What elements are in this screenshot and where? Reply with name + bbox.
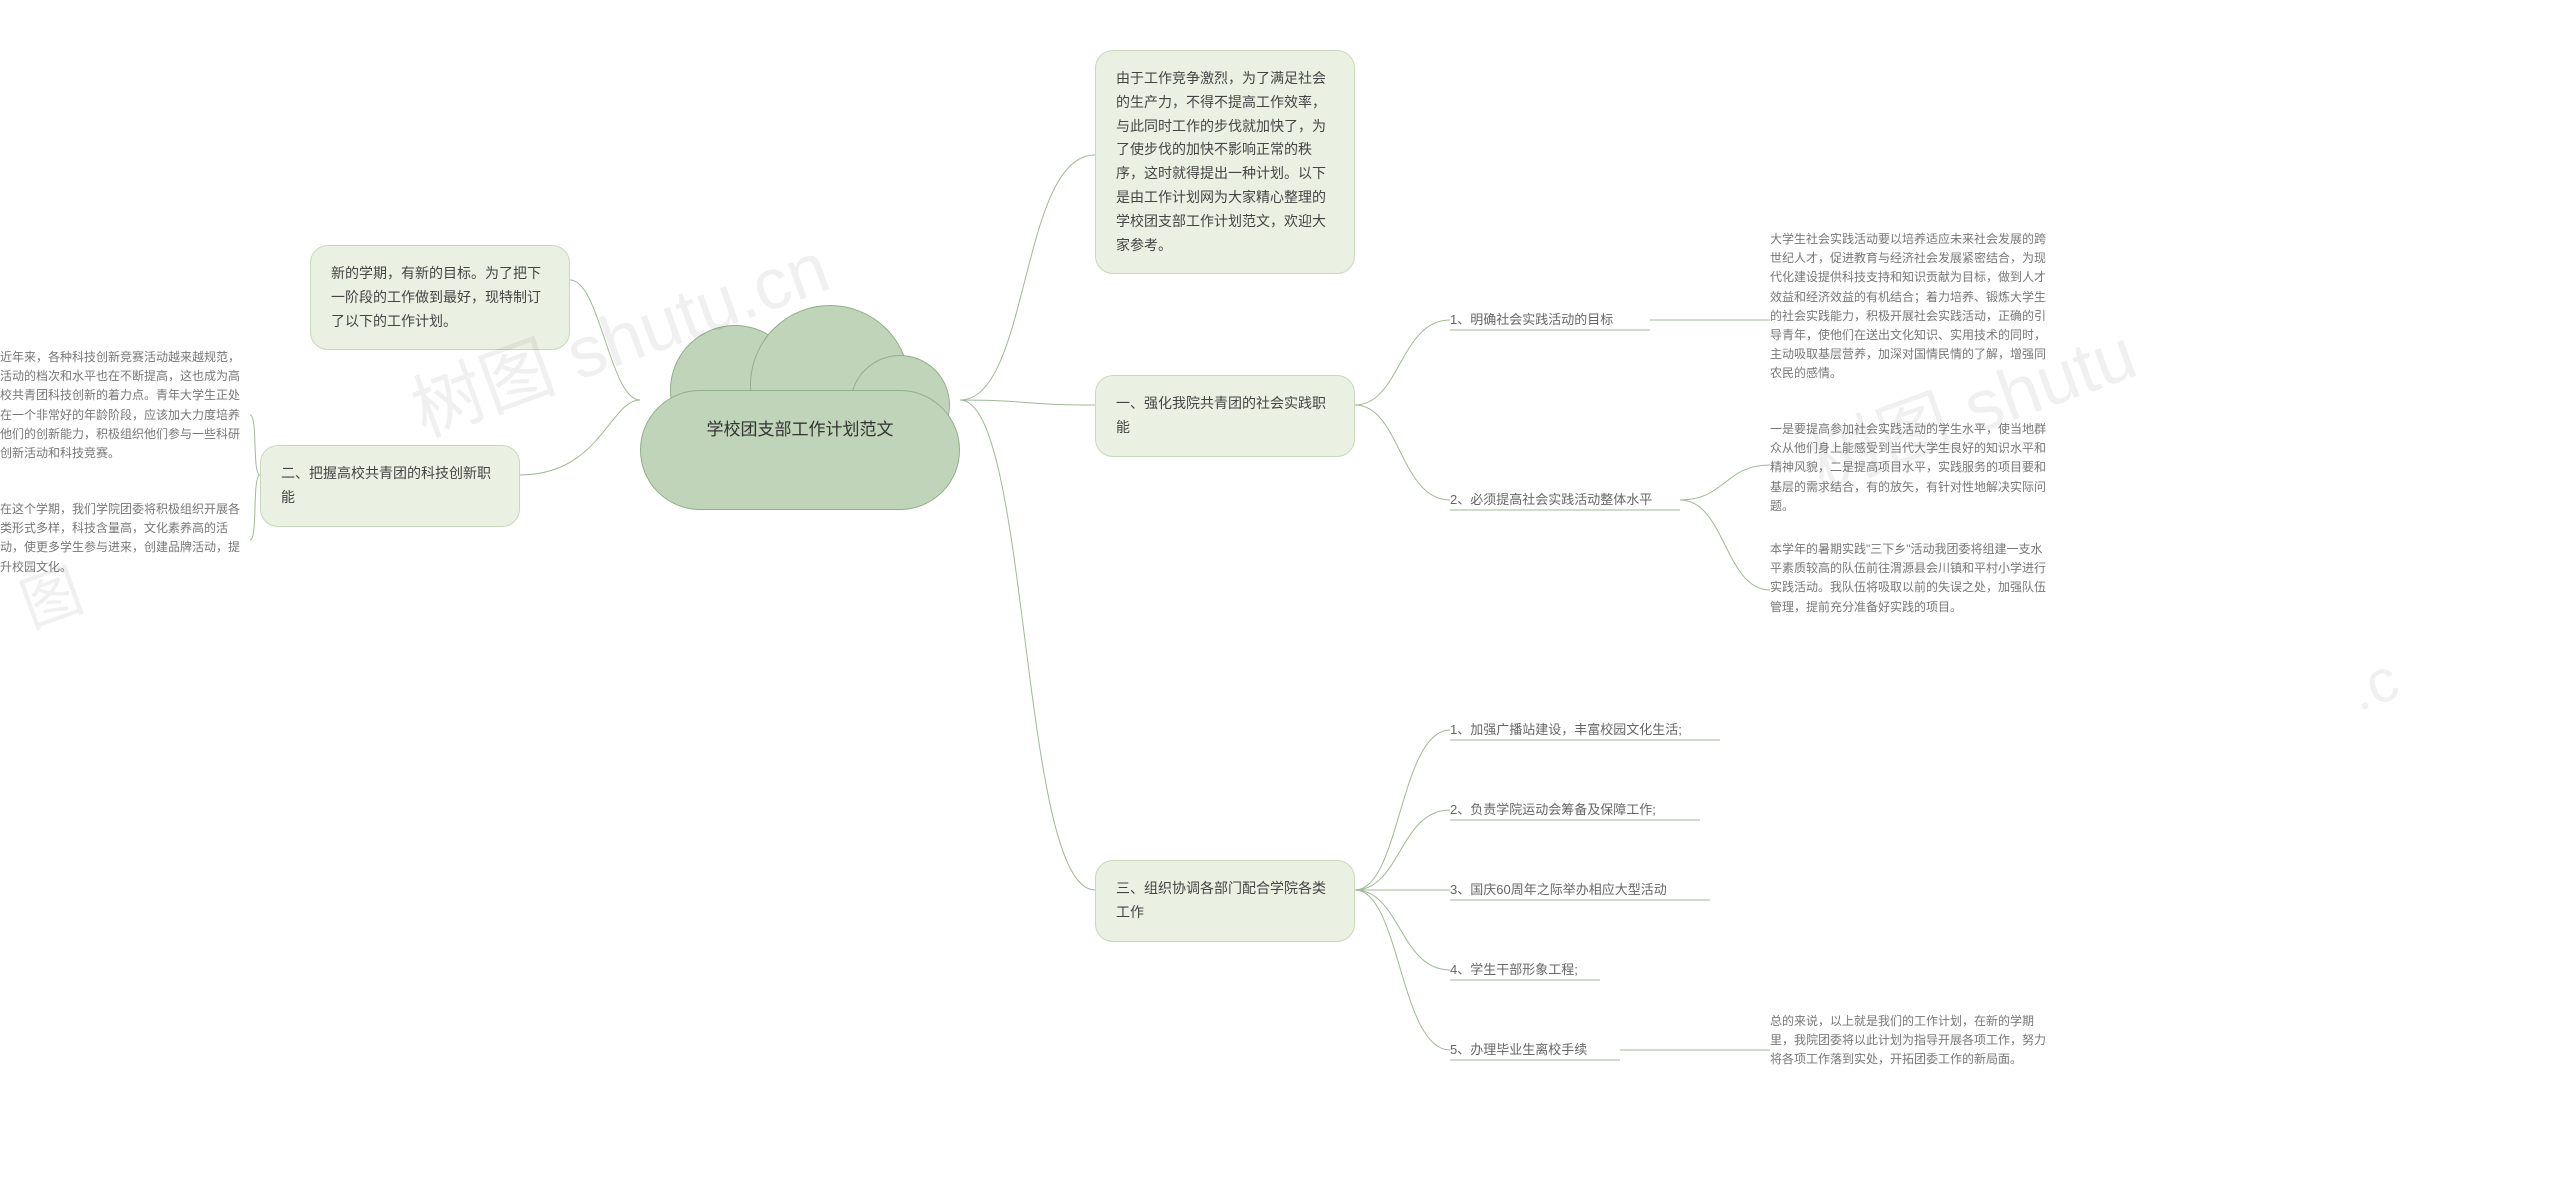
node-text: 大学生社会实践活动要以培养适应未来社会发展的跨世纪人才，促进教育与经济社会发展紧… [1770,232,2046,380]
section3-item5[interactable]: 5、办理毕业生离校手续 [1450,1040,1587,1061]
section2-pretext[interactable]: 近年来，各种科技创新竞赛活动越来越规范，活动的档次和水平也在不断提高，这也成为高… [0,348,250,463]
node-text: 5、办理毕业生离校手续 [1450,1042,1587,1057]
node-text: 总的来说，以上就是我们的工作计划，在新的学期里，我院团委将以此计划为指导开展各项… [1770,1014,2046,1066]
right-top-box[interactable]: 由于工作竞争激烈，为了满足社会的生产力，不得不提高工作效率，与此同时工作的步伐就… [1095,50,1355,274]
section2-posttext[interactable]: 在这个学期，我们学院团委将积极组织开展各类形式多样，科技含量高，文化素养高的活动… [0,500,250,577]
node-text: 新的学期，有新的目标。为了把下一阶段的工作做到最好，现特制订了以下的工作计划。 [331,265,541,329]
center-title: 学校团支部工作计划范文 [640,415,960,440]
node-text: 2、必须提高社会实践活动整体水平 [1450,492,1652,507]
node-text: 1、加强广播站建设，丰富校园文化生活; [1450,722,1682,737]
node-text: 在这个学期，我们学院团委将积极组织开展各类形式多样，科技含量高，文化素养高的活动… [0,502,240,574]
node-text: 1、明确社会实践活动的目标 [1450,312,1613,327]
section3-item1[interactable]: 1、加强广播站建设，丰富校园文化生活; [1450,720,1682,741]
section1-sub1-label[interactable]: 1、明确社会实践活动的目标 [1450,310,1650,331]
section1-sub2-text2[interactable]: 本学年的暑期实践"三下乡"活动我团委将组建一支水平素质较高的队伍前往渭源县会川镇… [1770,540,2050,617]
left-section2-box[interactable]: 二、把握高校共青团的科技创新职能 [260,445,520,527]
node-text: 一、强化我院共青团的社会实践职能 [1116,395,1326,435]
section3-item4[interactable]: 4、学生干部形象工程; [1450,960,1578,981]
section1-sub2-text1[interactable]: 一是要提高参加社会实践活动的学生水平，使当地群众从他们身上能感受到当代大学生良好… [1770,420,2050,516]
node-text: 近年来，各种科技创新竞赛活动越来越规范，活动的档次和水平也在不断提高，这也成为高… [0,350,240,460]
mindmap-canvas: 树图 shutu.cn 图 树图 shutu .c 学校团支部工作计划范文 新的… [0,0,2560,1179]
node-text: 2、负责学院运动会筹备及保障工作; [1450,802,1656,817]
right-section1-box[interactable]: 一、强化我院共青团的社会实践职能 [1095,375,1355,457]
node-text: 由于工作竞争激烈，为了满足社会的生产力，不得不提高工作效率，与此同时工作的步伐就… [1116,70,1326,253]
center-node[interactable]: 学校团支部工作计划范文 [640,310,960,510]
node-text: 三、组织协调各部门配合学院各类工作 [1116,880,1326,920]
section3-item2[interactable]: 2、负责学院运动会筹备及保障工作; [1450,800,1656,821]
node-text: 4、学生干部形象工程; [1450,962,1578,977]
left-intro-box[interactable]: 新的学期，有新的目标。为了把下一阶段的工作做到最好，现特制订了以下的工作计划。 [310,245,570,350]
section1-sub1-text[interactable]: 大学生社会实践活动要以培养适应未来社会发展的跨世纪人才，促进教育与经济社会发展紧… [1770,230,2050,384]
section3-item3[interactable]: 3、国庆60周年之际举办相应大型活动 [1450,880,1667,901]
node-text: 二、把握高校共青团的科技创新职能 [281,465,491,505]
node-text: 3、国庆60周年之际举办相应大型活动 [1450,882,1667,897]
section3-tail[interactable]: 总的来说，以上就是我们的工作计划，在新的学期里，我院团委将以此计划为指导开展各项… [1770,1012,2050,1070]
right-section3-box[interactable]: 三、组织协调各部门配合学院各类工作 [1095,860,1355,942]
watermark: .c [2340,644,2407,725]
section1-sub2-label[interactable]: 2、必须提高社会实践活动整体水平 [1450,490,1680,511]
node-text: 本学年的暑期实践"三下乡"活动我团委将组建一支水平素质较高的队伍前往渭源县会川镇… [1770,542,2046,614]
node-text: 一是要提高参加社会实践活动的学生水平，使当地群众从他们身上能感受到当代大学生良好… [1770,422,2046,513]
